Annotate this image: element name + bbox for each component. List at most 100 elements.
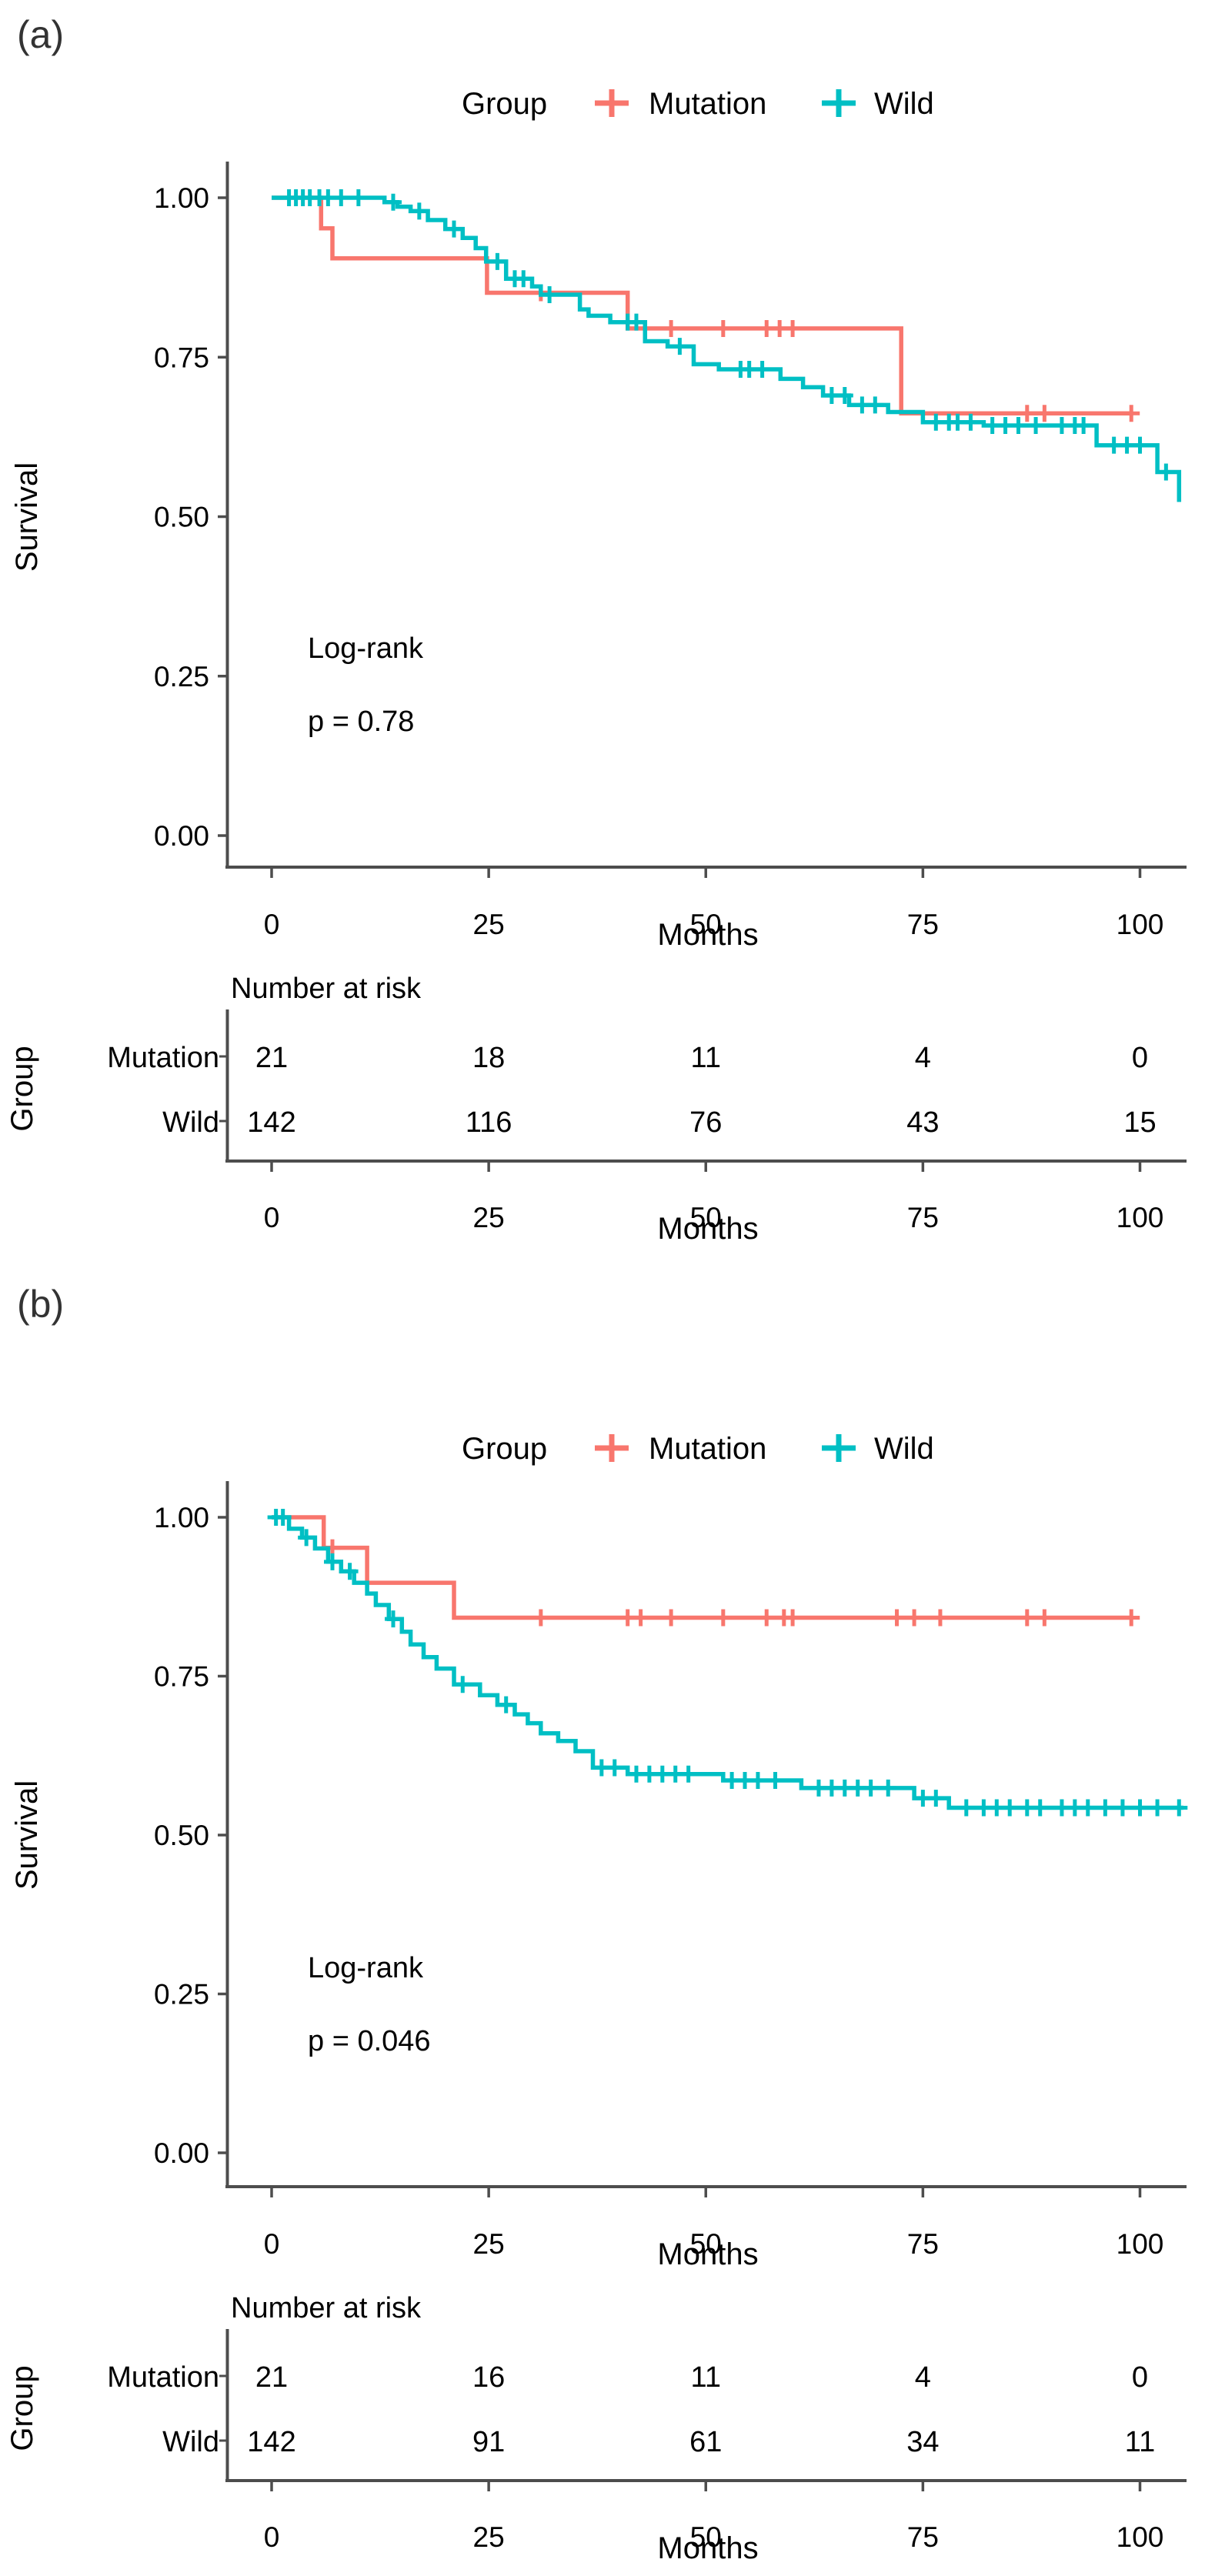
y-tick-label: 0.75: [154, 342, 209, 373]
censor-mark-mutation: [663, 1609, 680, 1627]
censor-mark-wild: [541, 286, 559, 304]
censor-mark-wild: [1113, 1799, 1131, 1817]
censor-mark-wild: [1075, 416, 1093, 434]
y-tick-label: 0.00: [154, 820, 209, 852]
risk-x-tick-label: 100: [1117, 2521, 1164, 2553]
risk-table-xlabel: Months: [657, 2531, 758, 2565]
risk-count-wild: 91: [472, 2426, 505, 2458]
risk-x-tick-label: 25: [473, 2521, 505, 2553]
x-tick-label: 0: [264, 909, 280, 940]
censor-mark-wild: [323, 1553, 341, 1570]
censor-mark-wild: [384, 1610, 402, 1628]
censor-mark-wild: [962, 413, 980, 431]
legend-key-wild-icon: [822, 89, 856, 117]
censor-mark-wild: [957, 1799, 975, 1817]
risk-count-mutation: 0: [1132, 1042, 1148, 1074]
censor-mark-wild: [497, 1696, 515, 1713]
km-curve-mutation: [272, 195, 1132, 415]
censor-mark-mutation: [532, 1609, 549, 1627]
censor-mark-mutation: [931, 1609, 949, 1627]
censor-mark-wild: [671, 338, 689, 355]
x-tick-label: 75: [907, 909, 939, 940]
censor-mark-wild: [862, 1779, 880, 1797]
y-tick-label: 0.50: [154, 502, 209, 533]
censor-mark-mutation: [888, 1609, 906, 1627]
censor-mark-wild: [679, 1765, 697, 1783]
censor-mark-wild: [627, 313, 645, 331]
panel-a-legend: Group Mutation Wild: [462, 87, 934, 121]
y-tick-label: 0.25: [154, 661, 209, 692]
censor-mark-wild: [445, 220, 462, 238]
risk-count-mutation: 0: [1132, 2361, 1148, 2394]
x-tick-label: 25: [473, 909, 505, 940]
censor-mark-mutation: [663, 319, 680, 337]
risk-table-axes: 0 25 50 75 100: [219, 1009, 1187, 1233]
risk-table-group-label: Group: [5, 2365, 39, 2451]
censor-mark-mutation: [1036, 405, 1053, 422]
censor-mark-mutation: [1036, 1609, 1053, 1627]
risk-table-title: Number at risk: [231, 973, 422, 1005]
censor-mark-wild: [606, 1759, 623, 1777]
censor-mark-wild: [1157, 463, 1175, 481]
risk-count-wild: 116: [466, 1106, 512, 1139]
censor-mark-mutation: [758, 1609, 776, 1627]
censor-mark-mutation: [784, 319, 802, 337]
km-curve-wild: [272, 1515, 1183, 1810]
censor-mark-wild: [1170, 1799, 1188, 1817]
legend-item-mutation: Mutation: [649, 87, 766, 121]
x-tick-label: 100: [1117, 2228, 1164, 2260]
legend-key-mutation-icon: [595, 1434, 629, 1462]
censor-mark-wild: [749, 1771, 766, 1789]
risk-count-mutation: 4: [915, 1042, 931, 1074]
panel-a-curves: [272, 189, 1182, 502]
risk-x-tick-label: 25: [473, 1202, 505, 1233]
legend-key-wild-icon: [822, 1434, 856, 1462]
censor-mark-wild: [1131, 1799, 1149, 1817]
x-tick-label: 50: [690, 909, 722, 940]
censor-mark-wild: [1031, 1799, 1049, 1817]
risk-count-mutation: 21: [255, 2361, 288, 2394]
risk-count-mutation: 11: [691, 1042, 721, 1074]
censor-mark-wild: [836, 386, 853, 404]
censor-mark-mutation: [1018, 1609, 1036, 1627]
risk-count-mutation: 21: [255, 1042, 288, 1074]
risk-count-mutation: 16: [472, 2361, 505, 2394]
censor-mark-mutation: [1123, 405, 1140, 422]
risk-count-mutation: 18: [472, 1042, 505, 1074]
censor-mark-wild: [927, 1790, 945, 1807]
censor-mark-mutation: [714, 319, 732, 337]
panel-b-legend: Group Mutation Wild: [462, 1432, 934, 1466]
risk-count-mutation: 4: [915, 2361, 931, 2394]
censor-mark-wild: [1010, 416, 1027, 434]
legend-item-wild: Wild: [874, 87, 934, 121]
risk-table-group-label: Group: [5, 1046, 39, 1131]
censor-mark-wild: [341, 1563, 359, 1580]
panel-b-axes: 1.00 0.75 0.50 0.25 0.00 0 25 50 75 100: [154, 1481, 1187, 2260]
risk-x-tick-label: 50: [690, 1202, 722, 1233]
risk-x-tick-label: 75: [907, 2521, 939, 2553]
risk-x-tick-label: 50: [690, 2521, 722, 2553]
panel-a-axes: 1.00 0.75 0.50 0.25 0.00 0 25 50 75 100: [154, 162, 1187, 940]
panel-b-curves: [267, 1509, 1188, 1817]
censor-mark-wild: [753, 361, 771, 379]
legend-key-mutation-icon: [595, 89, 629, 117]
censor-mark-wild: [410, 202, 428, 220]
risk-row-label-mutation: Mutation: [107, 2361, 219, 2394]
risk-row-label-wild: Wild: [162, 2426, 219, 2458]
censor-mark-wild: [454, 1676, 472, 1693]
censor-mark-mutation: [784, 1609, 802, 1627]
censor-mark-wild: [332, 189, 350, 206]
risk-count-wild: 43: [906, 1106, 939, 1139]
panel-b-ylabel: Survival: [10, 1780, 44, 1890]
censor-mark-mutation: [632, 1609, 649, 1627]
censor-mark-wild: [1149, 1799, 1167, 1817]
legend-title: Group: [462, 1432, 547, 1466]
risk-count-wild: 142: [247, 2426, 295, 2458]
censor-mark-mutation: [1123, 1609, 1140, 1627]
km-curve-mutation: [272, 1515, 1132, 1620]
y-tick-label: 0.50: [154, 1820, 209, 1851]
x-tick-label: 75: [907, 2228, 939, 2260]
censor-mark-wild: [880, 1779, 897, 1797]
